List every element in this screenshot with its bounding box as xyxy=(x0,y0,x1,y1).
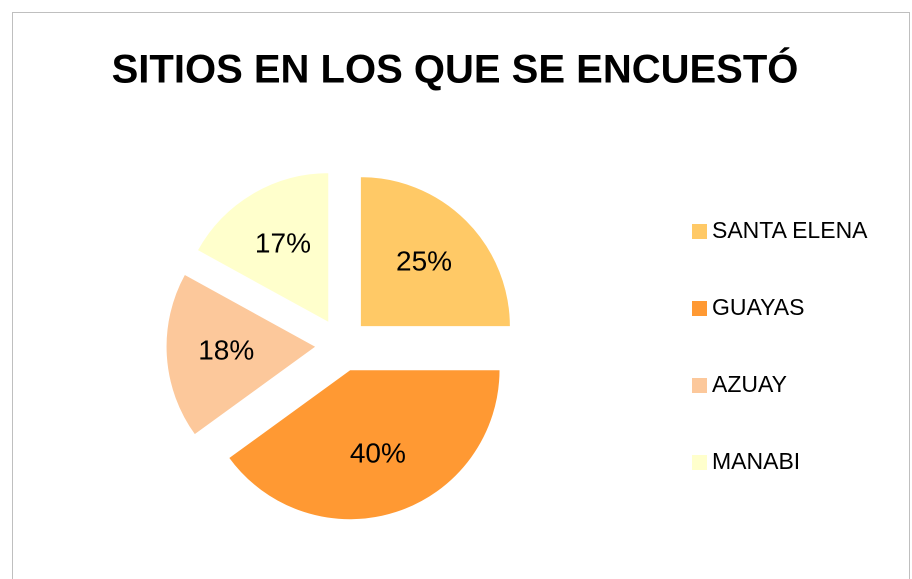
pie-slice xyxy=(227,369,501,521)
data-label: 40% xyxy=(350,438,406,469)
data-label: 17% xyxy=(255,228,311,259)
legend-swatch xyxy=(692,301,707,316)
legend-label: GUAYAS xyxy=(712,294,804,320)
pie-slice xyxy=(359,176,511,328)
legend-swatch xyxy=(692,224,707,239)
legend-label: MANABI xyxy=(712,448,800,474)
data-label: 25% xyxy=(396,245,452,276)
chart-title: SITIOS EN LOS QUE SE ENCUESTÓ xyxy=(112,46,799,92)
data-label: 18% xyxy=(198,335,254,366)
legend-label: AZUAY xyxy=(712,371,787,397)
pie-slice xyxy=(165,273,317,436)
legend-label: SANTA ELENA xyxy=(712,217,868,243)
pie-slice xyxy=(196,172,330,324)
legend-swatch xyxy=(692,378,707,393)
legend-swatch xyxy=(692,455,707,470)
